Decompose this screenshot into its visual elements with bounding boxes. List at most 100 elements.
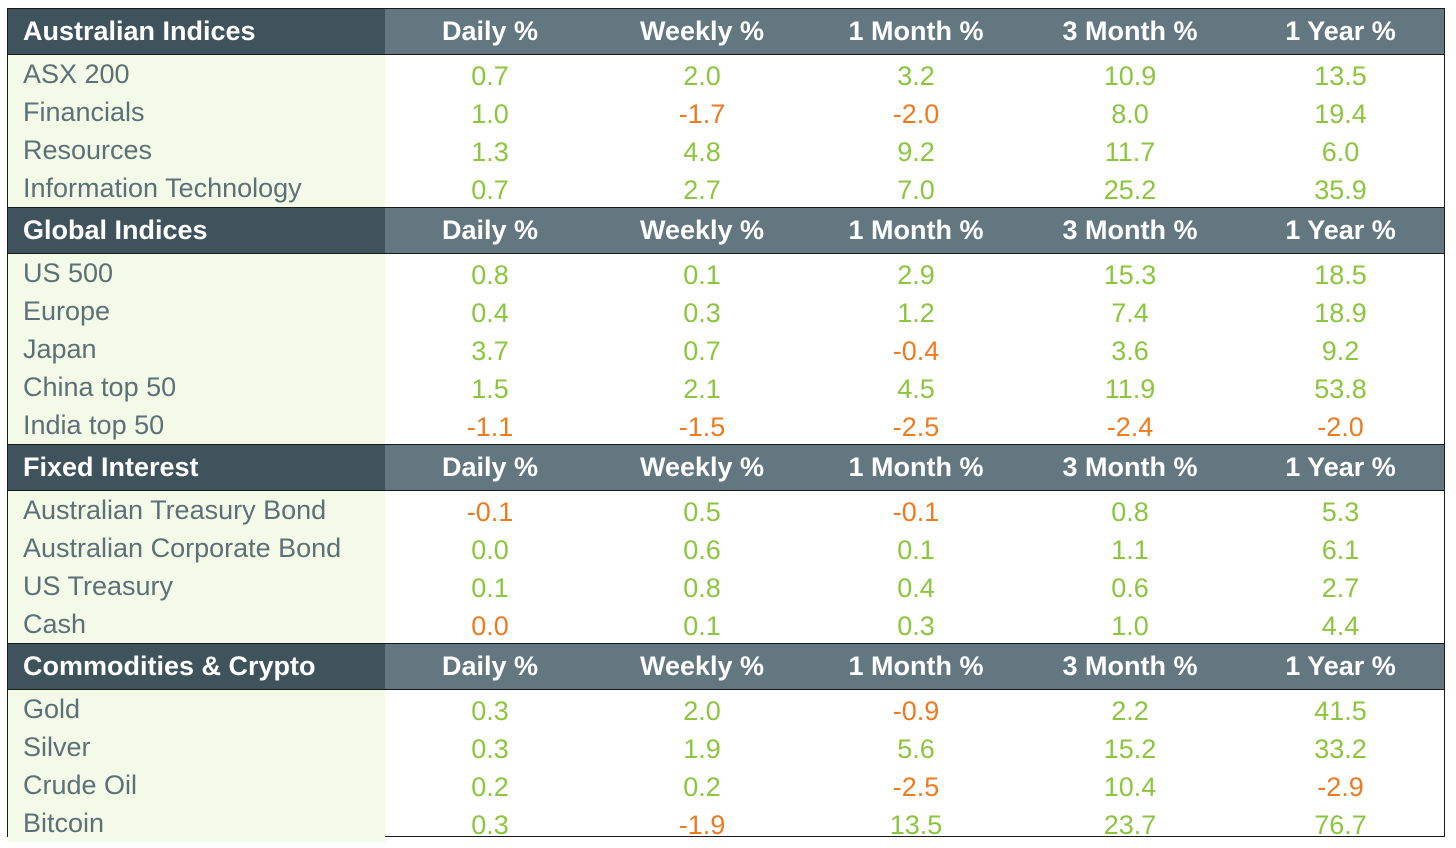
value-cell: 10.9 [1103, 60, 1157, 91]
column-header: Daily % [441, 452, 539, 482]
section-header: Global Indices Daily % Weekly % 1 Month % 3 … [8, 208, 1444, 254]
column-header: Daily % [441, 651, 539, 681]
row-label: US Treasury [8, 567, 385, 605]
value-cell: 0.7 [471, 174, 509, 205]
table-section: Commodities & Crypto Daily % Weekly % 1 Mon… [8, 643, 1444, 842]
value-cell: 13.5 [1314, 60, 1367, 91]
value-cell: 0.3 [471, 733, 509, 764]
section-header: Australian Indices Daily % Weekly % 1 Month… [8, 9, 1444, 55]
value-cell: 1.5 [471, 373, 509, 404]
value-cell: 11.9 [1104, 373, 1156, 404]
value-cell: 2.2 [1111, 695, 1149, 726]
value-cell: -1.1 [466, 411, 514, 442]
value-cell: 3.7 [471, 335, 509, 366]
value-cell: 0.0 [471, 534, 509, 565]
column-header: Daily % [441, 16, 539, 46]
value-cell: 2.7 [1321, 572, 1360, 603]
value-cell: 1.3 [471, 136, 509, 167]
table-section: Australian Indices Daily % Weekly % 1 Month… [8, 9, 1444, 207]
row-label: ASX 200 [8, 55, 385, 93]
row-label: India top 50 [8, 406, 385, 444]
value-cell: 3.6 [1111, 335, 1149, 366]
value-cell: 2.9 [897, 259, 935, 290]
value-cell: -2.5 [892, 771, 940, 802]
value-cell: 23.7 [1103, 809, 1157, 840]
section-header: Fixed Interest Daily % Weekly % 1 Month % 3 … [8, 445, 1444, 491]
column-header: 1 Year % [1285, 16, 1396, 46]
value-cell: 2.1 [683, 373, 721, 404]
row-label: Japan [8, 330, 385, 368]
table-row: Australian Treasury Bond -0.1 0.5 -0.1 0.8 5.… [8, 491, 1444, 529]
column-header: Weekly % [639, 215, 765, 245]
table-row: Financials 1.0 -1.7 -2.0 8.0 19.4 [8, 93, 1444, 131]
value-cell: 41.5 [1314, 695, 1367, 726]
value-cell: 2.0 [683, 60, 721, 91]
row-label: China top 50 [8, 368, 385, 406]
value-cell: 2.7 [683, 174, 721, 205]
value-cell: 7.4 [1111, 297, 1149, 328]
table-row: Bitcoin 0.3 -1.9 13.5 23.7 76.7 [8, 804, 1444, 842]
table-row: India top 50 -1.1 -1.5 -2.5 -2.4 -2.0 [8, 406, 1444, 444]
row-label: Australian Corporate Bond [8, 529, 385, 567]
value-cell: 8.0 [1111, 98, 1149, 129]
value-cell: 4.5 [897, 373, 935, 404]
table-section: Global Indices Daily % Weekly % 1 Month % 3 … [8, 207, 1444, 444]
table-row: ASX 200 0.7 2.0 3.2 10.9 13.5 [8, 55, 1444, 93]
value-cell: 0.2 [683, 771, 721, 802]
value-cell: 35.9 [1314, 174, 1367, 205]
column-header: 1 Month % [848, 215, 984, 245]
value-cell: 6.1 [1321, 534, 1360, 565]
value-cell: -0.1 [466, 496, 514, 527]
table-row: Information Technology 0.7 2.7 7.0 25.2 35.9 [8, 169, 1444, 207]
value-cell: 0.1 [471, 572, 509, 603]
value-cell: 9.2 [1321, 335, 1360, 366]
section-title: Global Indices [8, 208, 385, 253]
row-label: Crude Oil [8, 766, 385, 804]
value-cell: 1.9 [683, 733, 721, 764]
table-row: Resources 1.3 4.8 9.2 11.7 6.0 [8, 131, 1444, 169]
row-label: Cash [8, 605, 385, 643]
value-cell: -2.0 [1317, 411, 1364, 442]
table-row: Gold 0.3 2.0 -0.9 2.2 41.5 [8, 690, 1444, 728]
row-label: Gold [8, 690, 385, 728]
column-header: 1 Month % [848, 452, 984, 482]
value-cell: -2.0 [892, 98, 940, 129]
value-cell: 9.2 [897, 136, 935, 167]
value-cell: 0.1 [897, 534, 935, 565]
value-cell: 0.8 [1111, 496, 1149, 527]
value-cell: 0.3 [897, 610, 935, 641]
value-cell: 0.6 [1111, 572, 1149, 603]
value-cell: -0.4 [892, 335, 940, 366]
table-row: China top 50 1.5 2.1 4.5 11.9 53.8 [8, 368, 1444, 406]
value-cell: 0.2 [471, 771, 509, 802]
value-cell: 76.7 [1314, 809, 1367, 840]
value-cell: 0.6 [683, 534, 721, 565]
value-cell: -0.1 [892, 496, 940, 527]
section-title: Commodities & Crypto [8, 644, 385, 689]
value-cell: 0.8 [471, 259, 509, 290]
value-cell: 2.0 [683, 695, 721, 726]
row-label: US 500 [8, 254, 385, 292]
table-row: Europe 0.4 0.3 1.2 7.4 18.9 [8, 292, 1444, 330]
value-cell: 0.7 [471, 60, 509, 91]
value-cell: 5.3 [1321, 496, 1360, 527]
column-header: 1 Year % [1285, 215, 1396, 245]
column-header: 3 Month % [1062, 16, 1198, 46]
table-row: Silver 0.3 1.9 5.6 15.2 33.2 [8, 728, 1444, 766]
value-cell: 15.2 [1103, 733, 1157, 764]
value-cell: 0.4 [897, 572, 935, 603]
value-cell: 53.8 [1314, 373, 1367, 404]
value-cell: 19.4 [1314, 98, 1367, 129]
value-cell: 1.0 [471, 98, 509, 129]
column-header: 1 Year % [1285, 452, 1396, 482]
value-cell: 18.5 [1314, 259, 1367, 290]
section-header: Commodities & Crypto Daily % Weekly % 1 Mon… [8, 644, 1444, 690]
column-header: 3 Month % [1062, 215, 1198, 245]
value-cell: 0.0 [471, 610, 509, 641]
value-cell: 6.0 [1321, 136, 1360, 167]
value-cell: 5.6 [897, 733, 935, 764]
value-cell: 0.3 [471, 809, 509, 840]
value-cell: -2.5 [892, 411, 940, 442]
table-row: US 500 0.8 0.1 2.9 15.3 18.5 [8, 254, 1444, 292]
column-header: Weekly % [639, 651, 765, 681]
